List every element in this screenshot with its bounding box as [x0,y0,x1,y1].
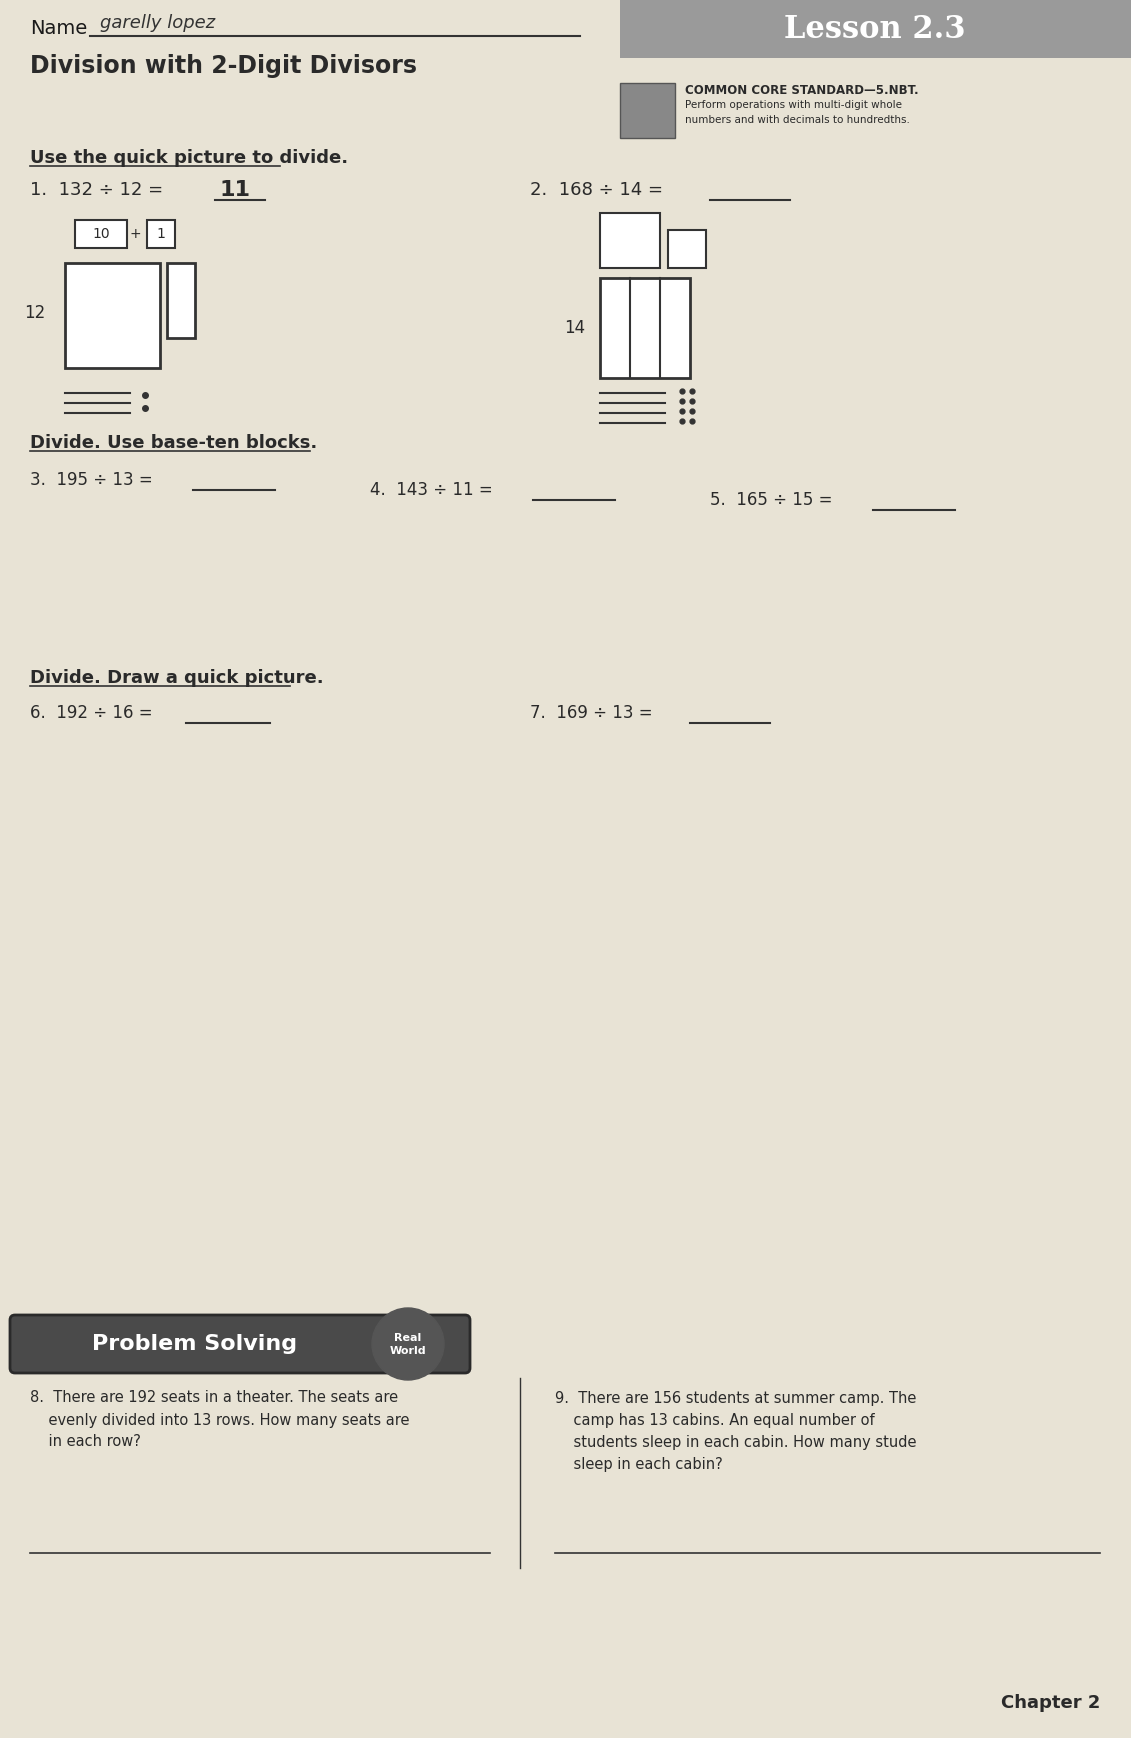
Text: Problem Solving: Problem Solving [93,1335,297,1354]
Text: Name: Name [31,19,87,38]
Bar [601,278,690,377]
Text: Perform operations with multi-digit whole: Perform operations with multi-digit whol… [685,101,903,109]
Text: 2.  168 ÷ 14 =: 2. 168 ÷ 14 = [530,181,663,198]
Text: Division with 2-Digit Divisors: Division with 2-Digit Divisors [31,54,417,78]
Circle shape [372,1309,444,1380]
Text: 9.  There are 156 students at summer camp. The: 9. There are 156 students at summer camp… [555,1390,916,1406]
Text: Chapter 2: Chapter 2 [1001,1695,1100,1712]
Text: 7.  169 ÷ 13 =: 7. 169 ÷ 13 = [530,704,653,721]
Bar [668,229,706,268]
Text: 1.  132 ÷ 12 =: 1. 132 ÷ 12 = [31,181,163,198]
Text: Use the quick picture to divide.: Use the quick picture to divide. [31,149,348,167]
Text: garelly lopez: garelly lopez [100,14,215,31]
Text: COMMON CORE STANDARD—5.NBT.: COMMON CORE STANDARD—5.NBT. [685,83,918,97]
Text: 6.  192 ÷ 16 =: 6. 192 ÷ 16 = [31,704,153,721]
Text: 14: 14 [564,320,586,337]
Bar [64,262,159,368]
Text: evenly divided into 13 rows. How many seats are: evenly divided into 13 rows. How many se… [31,1413,409,1427]
Text: Lesson 2.3: Lesson 2.3 [784,14,966,45]
Text: 12: 12 [25,304,45,322]
Text: numbers and with decimals to hundredths.: numbers and with decimals to hundredths. [685,115,909,125]
Text: sleep in each cabin?: sleep in each cabin? [555,1456,723,1472]
Text: Divide. Draw a quick picture.: Divide. Draw a quick picture. [31,669,323,687]
Text: students sleep in each cabin. How many stude: students sleep in each cabin. How many s… [555,1434,916,1449]
Text: Divide. Use base-ten blocks.: Divide. Use base-ten blocks. [31,434,318,452]
Text: 3.  195 ÷ 13 =: 3. 195 ÷ 13 = [31,471,153,488]
Text: 8.  There are 192 seats in a theater. The seats are: 8. There are 192 seats in a theater. The… [31,1390,398,1406]
Bar [620,83,675,137]
FancyBboxPatch shape [10,1316,470,1373]
Text: World: World [390,1345,426,1356]
Text: in each row?: in each row? [31,1434,141,1449]
Text: camp has 13 cabins. An equal number of: camp has 13 cabins. An equal number of [555,1413,874,1427]
FancyBboxPatch shape [620,0,1131,57]
Text: +: + [129,228,141,242]
Bar [75,221,127,249]
Text: Real: Real [395,1333,422,1343]
Text: 11: 11 [221,181,251,200]
Text: 4.  143 ÷ 11 =: 4. 143 ÷ 11 = [370,481,493,499]
Text: 5.  165 ÷ 15 =: 5. 165 ÷ 15 = [710,492,832,509]
Bar [601,214,661,268]
Text: 10: 10 [93,228,110,242]
Bar [147,221,175,249]
Bar [167,262,195,337]
Text: 1: 1 [156,228,165,242]
